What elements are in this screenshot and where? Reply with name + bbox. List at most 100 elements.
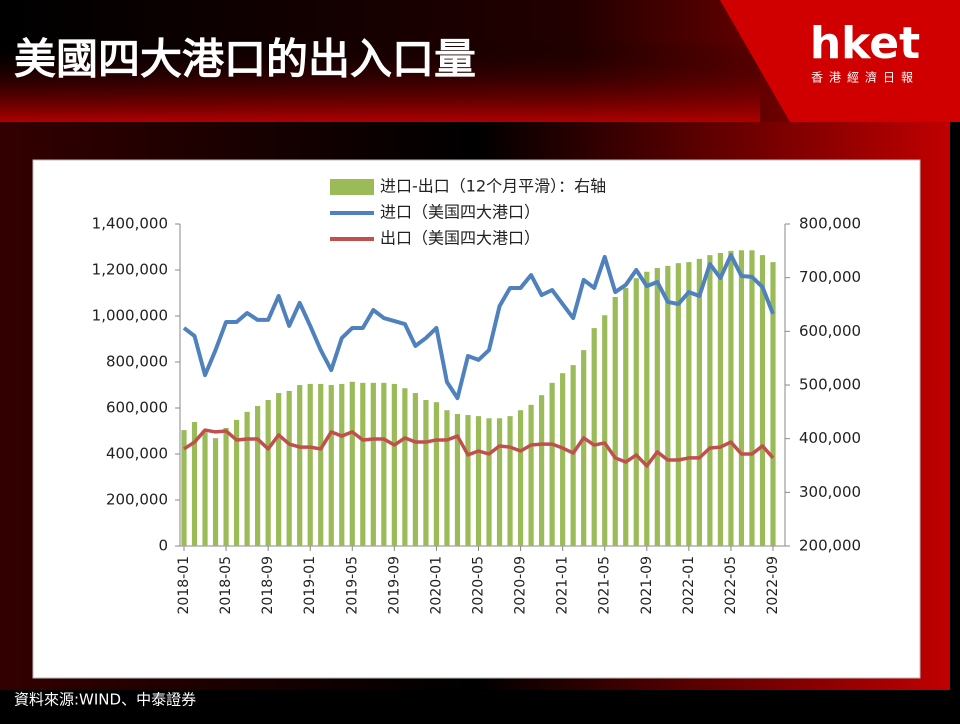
- y-tick-label: 600,000: [106, 399, 168, 417]
- bar: [339, 383, 345, 546]
- x-tick-label: 2018-01: [176, 556, 192, 615]
- source: 資料來源:WIND、中泰證券: [14, 691, 196, 709]
- bar: [444, 410, 450, 546]
- x-tick-label: 2021-05: [597, 556, 613, 615]
- x-tick-label: 2019-09: [386, 556, 402, 615]
- x-tick-label: 2020-05: [471, 556, 487, 615]
- bar: [202, 432, 208, 546]
- bar: [528, 404, 534, 546]
- bar: [665, 265, 671, 546]
- bar: [539, 395, 545, 546]
- y2-tick-label: 800,000: [799, 215, 861, 233]
- bar: [349, 381, 355, 546]
- legend-label: 进口（美国四大港口）: [380, 203, 540, 222]
- y2-tick-label: 300,000: [799, 483, 861, 501]
- y2-tick-label: 700,000: [799, 268, 861, 286]
- bar: [212, 438, 219, 546]
- y-tick-label: 200,000: [106, 491, 168, 509]
- bar: [391, 383, 397, 546]
- bar: [433, 402, 440, 546]
- bar: [307, 383, 313, 546]
- y-tick-label: 0: [158, 537, 168, 555]
- bar: [244, 411, 250, 546]
- bar: [465, 415, 471, 546]
- x-tick-label: 2021-09: [639, 556, 655, 615]
- bar: [412, 393, 418, 546]
- bar: [549, 382, 555, 546]
- bar: [191, 422, 198, 546]
- x-tick-label: 2022-01: [681, 556, 697, 615]
- bar: [612, 296, 618, 546]
- bar: [517, 410, 524, 546]
- logo: hket: [810, 18, 920, 69]
- bar: [233, 419, 240, 546]
- bar: [696, 258, 702, 546]
- bar: [370, 382, 376, 546]
- bar: [181, 430, 187, 546]
- bar: [496, 418, 503, 546]
- bar: [475, 416, 482, 546]
- bar: [570, 365, 576, 546]
- title: 美國四大港口的出入口量: [14, 35, 476, 84]
- y-tick-label: 400,000: [106, 445, 168, 463]
- bar: [223, 427, 229, 546]
- bar: [707, 255, 713, 547]
- logo-band: [720, 0, 960, 122]
- bar: [770, 262, 776, 546]
- bar: [749, 250, 755, 546]
- bar: [265, 400, 271, 546]
- bar: [328, 385, 334, 546]
- y2-tick-label: 400,000: [799, 429, 861, 447]
- legend-label: 进口-出口（12个月平滑）：右轴: [380, 177, 606, 196]
- x-tick-label: 2020-09: [513, 556, 529, 615]
- y-tick-label: 1,000,000: [92, 307, 168, 325]
- bar: [581, 350, 587, 546]
- bar: [591, 328, 597, 546]
- y-tick-label: 1,200,000: [92, 261, 168, 279]
- bar: [654, 268, 660, 546]
- y2-tick-label: 200,000: [799, 537, 861, 555]
- bar: [560, 373, 566, 546]
- bar: [381, 382, 387, 546]
- y2-tick-label: 500,000: [799, 376, 861, 394]
- logo-subtitle: 香港經濟日報: [811, 70, 919, 85]
- bar: [623, 287, 629, 546]
- bar: [738, 250, 745, 546]
- bar: [728, 250, 734, 547]
- x-tick-label: 2019-01: [302, 556, 318, 615]
- bar: [276, 393, 282, 546]
- bar: [318, 383, 324, 546]
- legend-label: 出口（美国四大港口）: [380, 229, 540, 248]
- bar: [286, 390, 292, 546]
- y-tick-label: 800,000: [106, 353, 168, 371]
- bar: [454, 413, 461, 546]
- x-tick-label: 2021-01: [555, 556, 571, 615]
- bar: [486, 418, 492, 546]
- bar: [255, 405, 261, 546]
- bar: [717, 252, 724, 547]
- y2-tick-label: 600,000: [799, 322, 861, 340]
- bar: [402, 388, 408, 546]
- x-tick-label: 2018-09: [260, 556, 276, 615]
- x-tick-label: 2019-05: [344, 556, 360, 615]
- bar: [602, 315, 608, 546]
- bar: [686, 262, 692, 546]
- x-tick-label: 2022-05: [723, 556, 739, 615]
- legend-swatch: [330, 179, 374, 195]
- bar: [423, 400, 429, 546]
- bar: [759, 255, 766, 547]
- y-tick-label: 1,400,000: [92, 215, 168, 233]
- line: [183, 428, 775, 468]
- x-tick-label: 2022-09: [765, 556, 781, 615]
- bar: [297, 385, 303, 546]
- bar: [675, 263, 681, 546]
- header-shade: [0, 40, 760, 122]
- bar: [360, 382, 366, 546]
- line: [182, 253, 775, 401]
- bar: [507, 416, 513, 546]
- bar: [644, 271, 650, 546]
- x-tick-label: 2018-05: [218, 556, 234, 615]
- x-tick-label: 2020-01: [428, 556, 444, 615]
